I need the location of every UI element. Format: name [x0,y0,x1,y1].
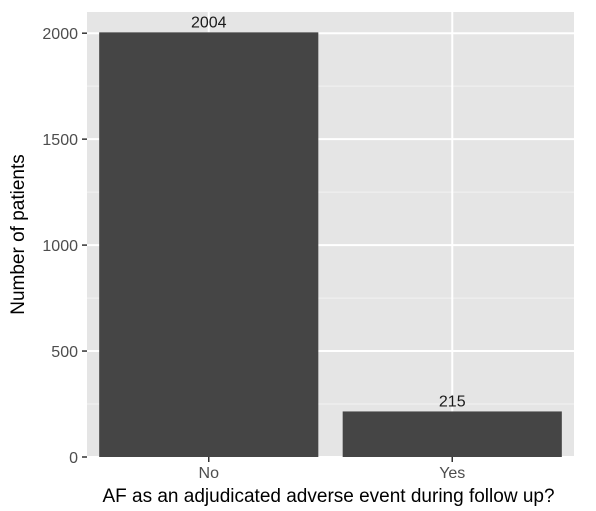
bars [99,32,562,457]
x-tick-label: Yes [439,465,465,482]
x-axis: No Yes [199,457,465,482]
bar-no [99,32,319,457]
y-tick-label: 0 [69,450,78,467]
y-tick-label: 1500 [42,132,78,149]
data-label: 215 [439,393,466,410]
y-tick-label: 2000 [42,26,78,43]
y-tick-label: 1000 [42,238,78,255]
x-tick-label: No [199,465,220,482]
bar-yes [342,411,562,457]
data-label: 2004 [191,14,227,31]
y-axis-title: Number of patients [8,154,29,315]
y-axis: 0 500 1000 1500 2000 [42,26,87,467]
data-labels: 2004 215 [191,14,466,410]
x-axis-title: AF as an adjudicated adverse event durin… [102,486,554,507]
y-tick-label: 500 [51,344,78,361]
